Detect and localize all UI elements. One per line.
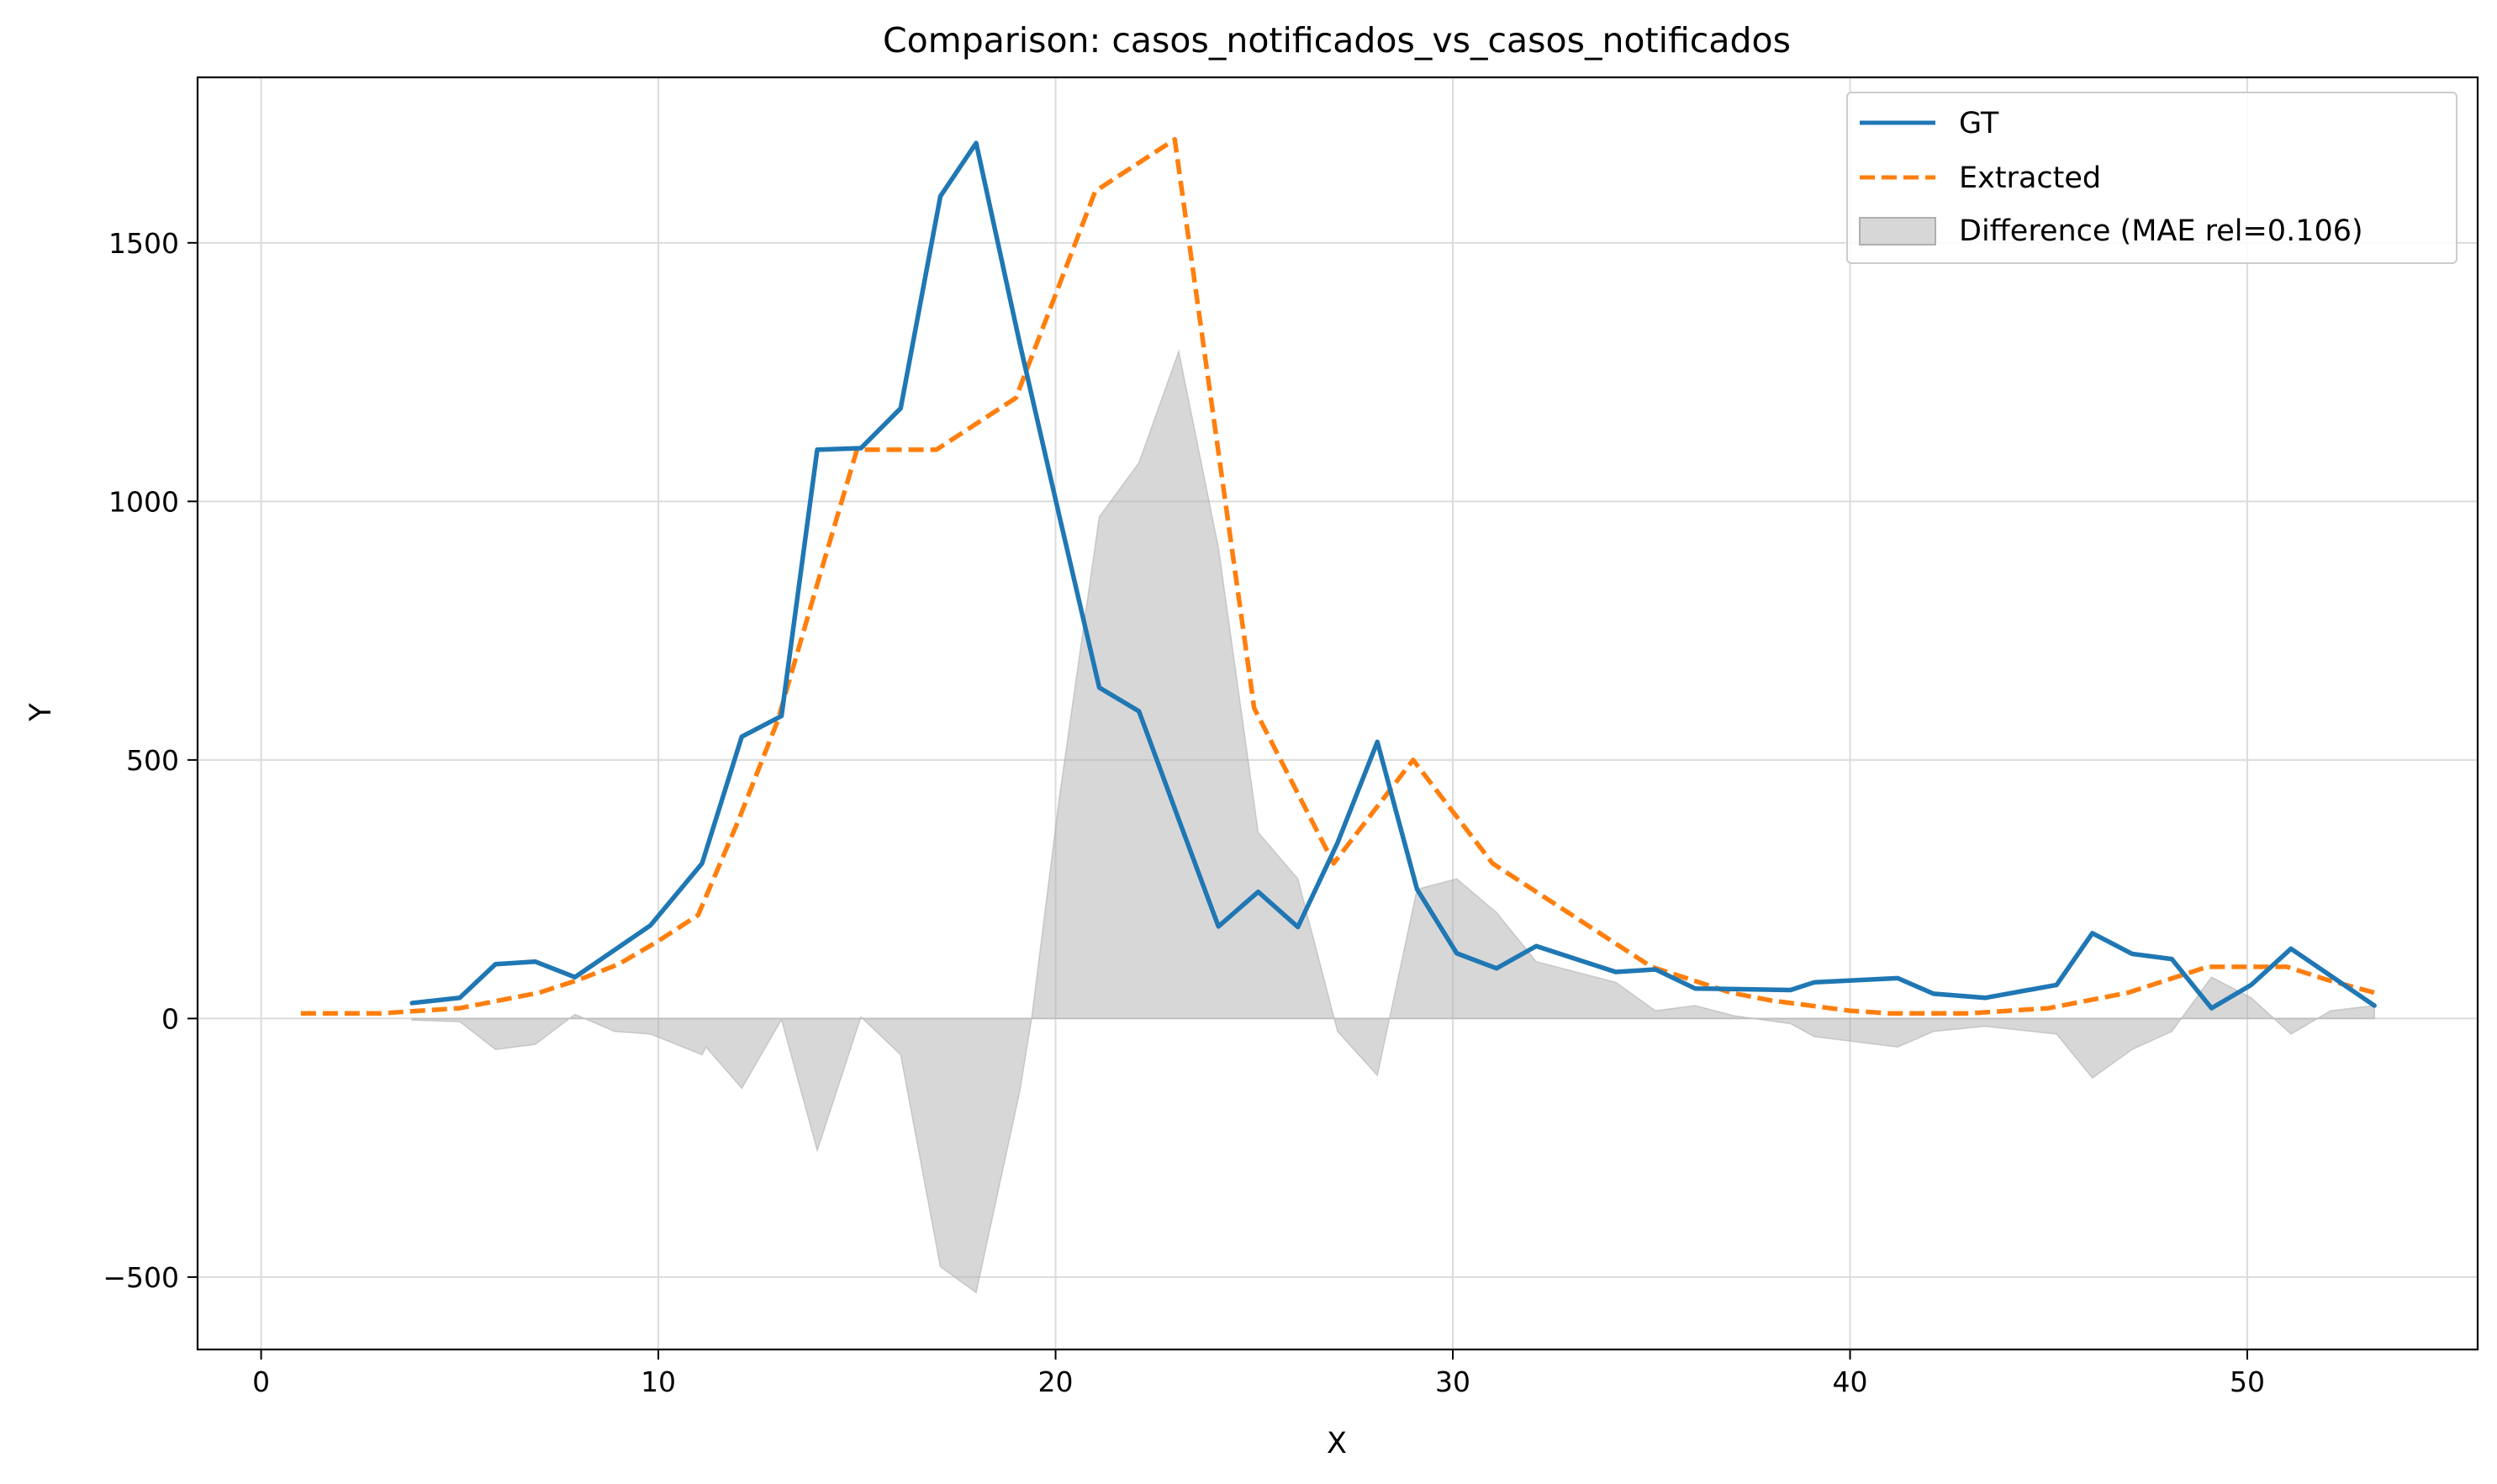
y-tick-label: 0 bbox=[161, 1002, 179, 1035]
y-tick-label: 1500 bbox=[108, 227, 179, 260]
y-tick-label: 1000 bbox=[108, 485, 179, 518]
difference-area-layer bbox=[411, 349, 2375, 1294]
x-tick-label: 0 bbox=[252, 1365, 270, 1398]
x-tick-label: 50 bbox=[2230, 1365, 2265, 1398]
x-axis-label: X bbox=[1327, 1427, 1347, 1460]
legend-difference-label: Difference (MAE rel=0.106) bbox=[1959, 214, 2363, 248]
difference-area bbox=[411, 349, 2375, 1294]
legend: GT Extracted Difference (MAE rel=0.106) bbox=[1846, 92, 2457, 264]
x-tick-label: 20 bbox=[1038, 1365, 1074, 1398]
y-tick-label: −500 bbox=[103, 1261, 179, 1294]
series-line-layer bbox=[300, 137, 2377, 1016]
extracted-line bbox=[300, 137, 2375, 1016]
chart-title: Comparison: casos_notificados_vs_casos_n… bbox=[883, 20, 1791, 61]
legend-frame bbox=[1846, 92, 2457, 264]
x-tick-label: 10 bbox=[641, 1365, 676, 1398]
y-tick-label: 500 bbox=[126, 744, 179, 777]
legend-difference-swatch bbox=[1859, 217, 1936, 246]
legend-extracted-label: Extracted bbox=[1959, 161, 2101, 195]
tick-layer: 0 10 20 30 40 50 −500 0 500 1000 1500 bbox=[103, 227, 2265, 1398]
legend-gt-label: GT bbox=[1959, 107, 1999, 140]
y-axis-label: Y bbox=[24, 703, 58, 722]
gt-line bbox=[409, 140, 2377, 1011]
x-tick-label: 40 bbox=[1832, 1365, 1867, 1398]
plot-frame bbox=[196, 76, 2479, 1351]
x-tick-label: 30 bbox=[1435, 1365, 1470, 1398]
